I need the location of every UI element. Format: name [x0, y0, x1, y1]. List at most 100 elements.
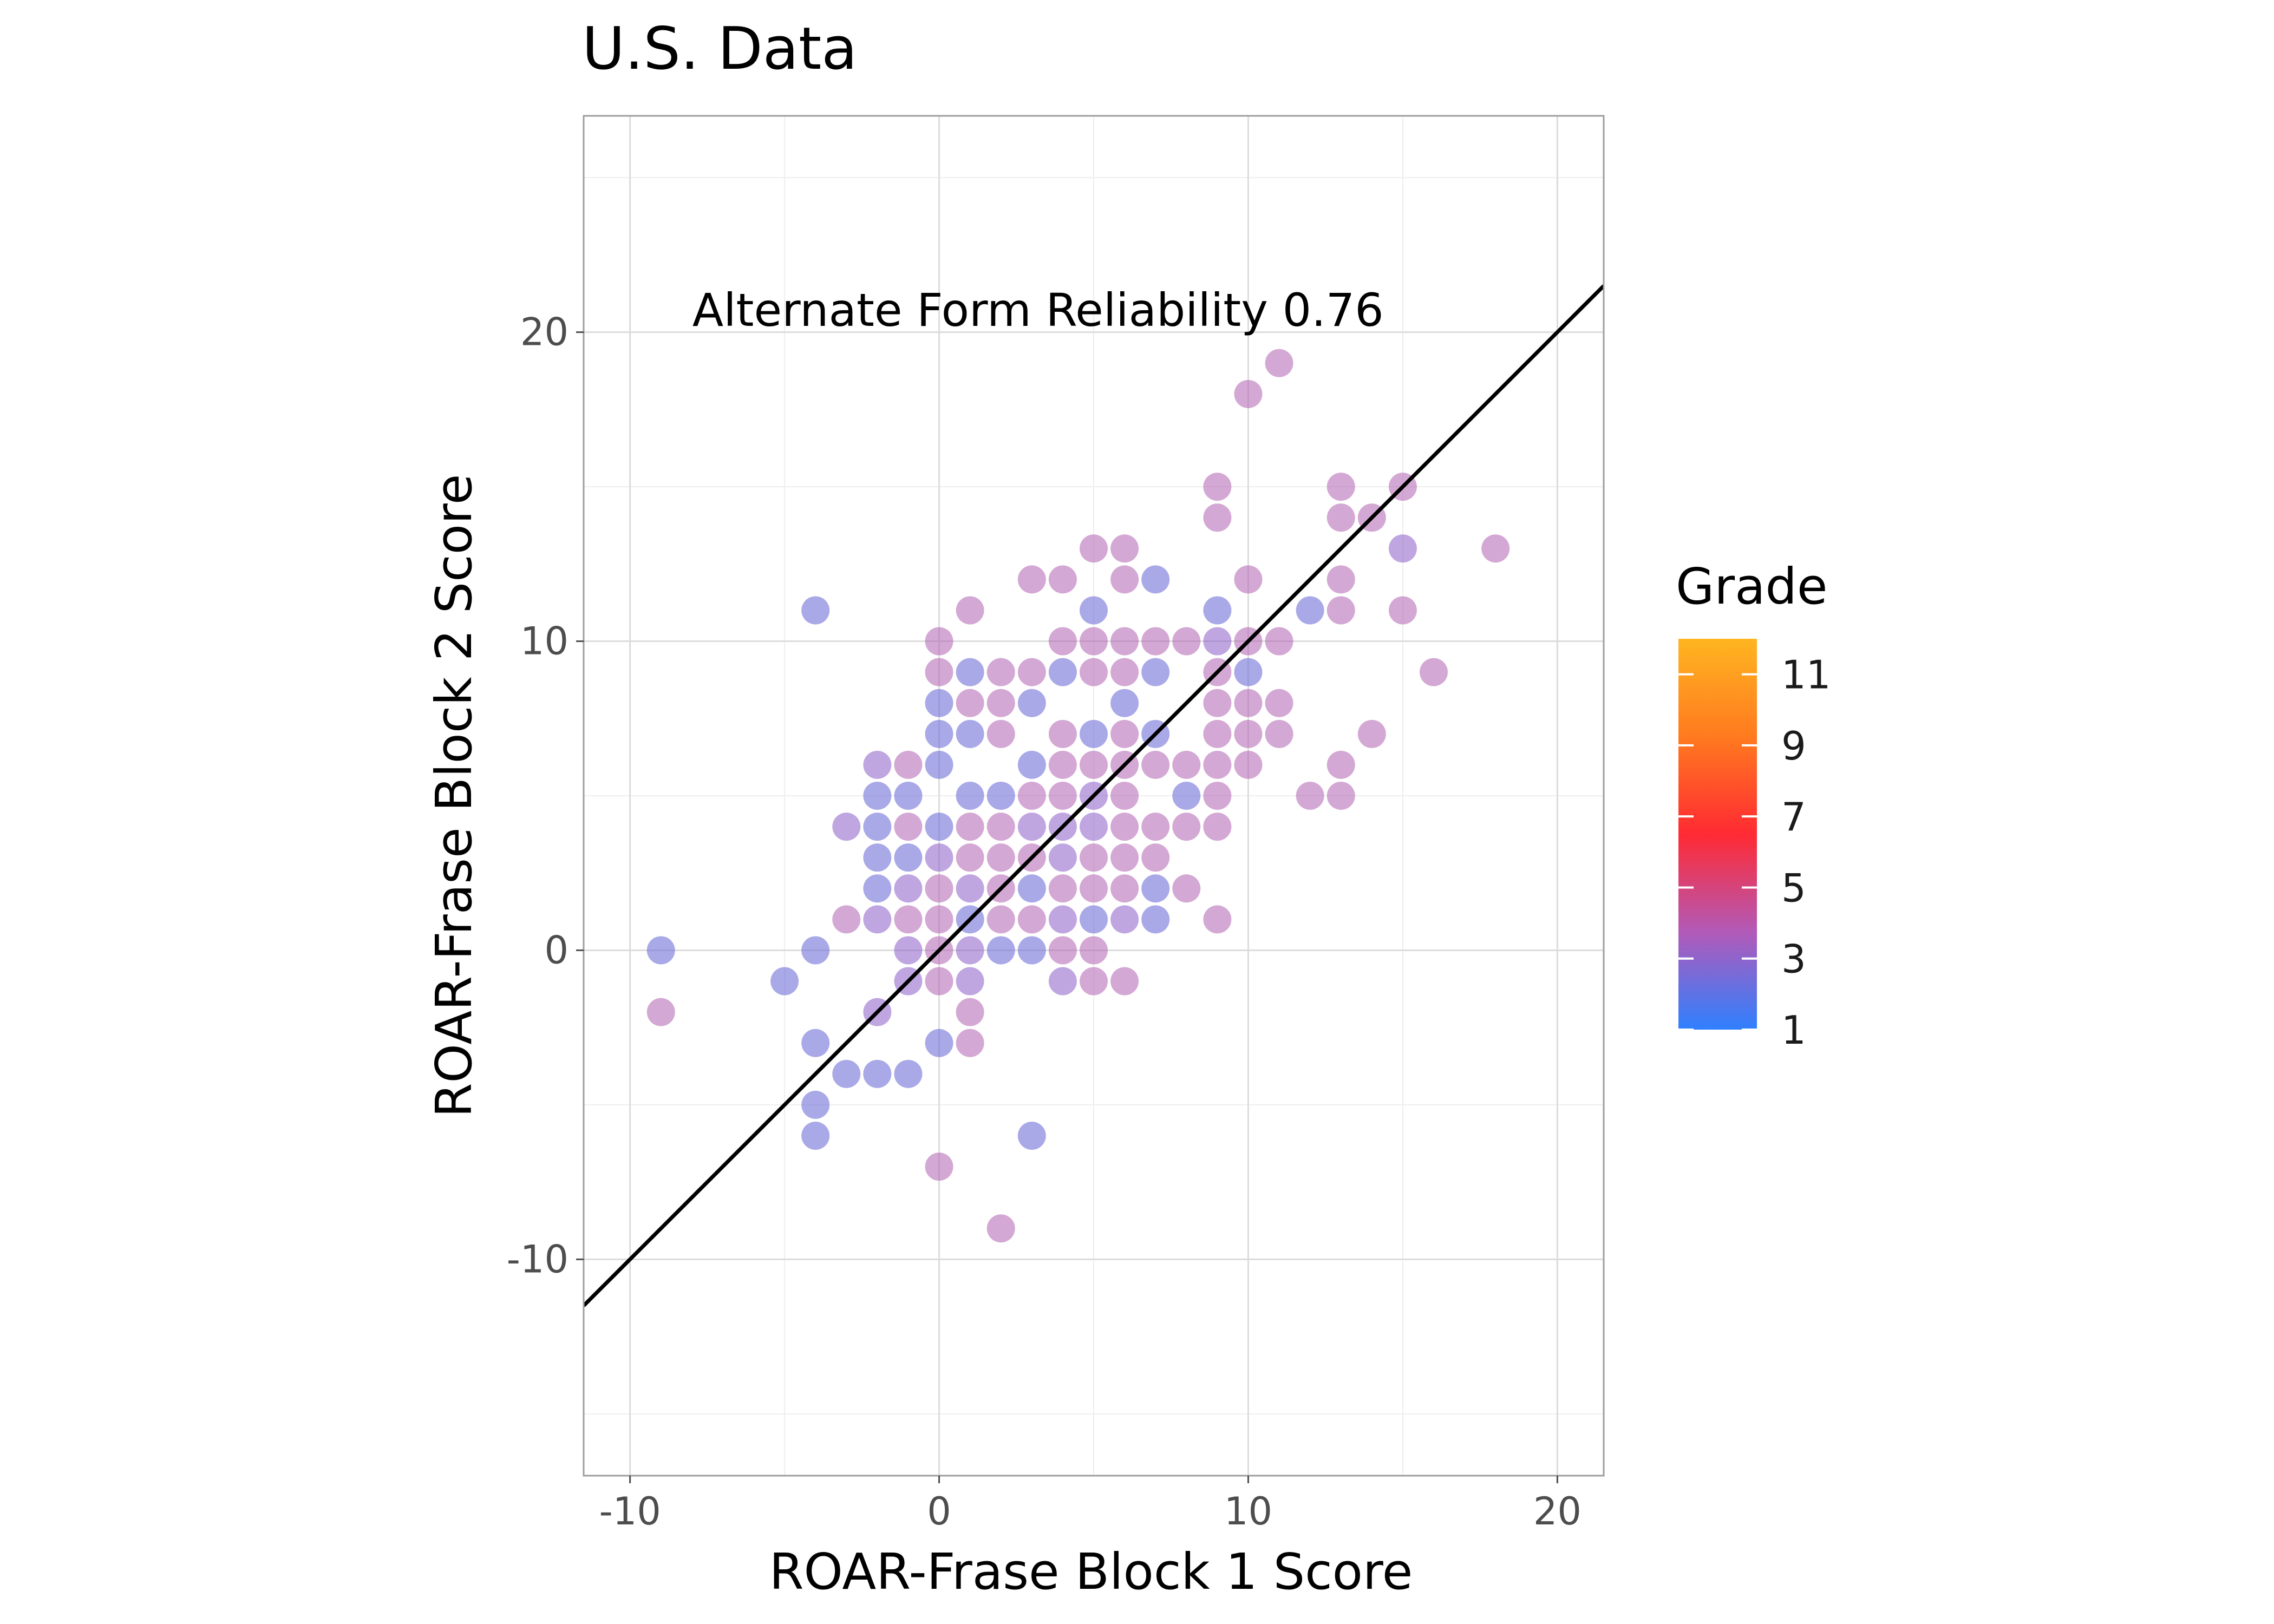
data-point	[1203, 596, 1232, 625]
data-point	[986, 782, 1015, 810]
data-point	[832, 1059, 861, 1088]
y-tick-label: -10	[507, 1237, 568, 1281]
data-point	[1296, 596, 1324, 625]
data-point	[894, 1059, 923, 1088]
data-point	[1080, 534, 1108, 563]
data-point	[863, 782, 892, 810]
data-point	[1203, 782, 1232, 810]
data-point	[1048, 719, 1077, 748]
data-point	[925, 813, 953, 841]
data-point	[1110, 689, 1139, 717]
legend-tick-label: 5	[1781, 865, 1806, 911]
data-point	[1357, 719, 1386, 748]
data-point	[1017, 689, 1046, 717]
plot-border	[583, 115, 1605, 1477]
data-point	[1048, 874, 1077, 903]
data-point	[1110, 782, 1139, 810]
chart-title: U.S. Data	[582, 15, 857, 83]
data-point	[1080, 905, 1108, 934]
legend-ticks: 1 3 5 7 9 11	[1678, 652, 1831, 1053]
data-point	[1048, 627, 1077, 656]
data-point	[956, 658, 984, 686]
data-point	[1048, 967, 1077, 996]
data-point	[1048, 936, 1077, 965]
data-point	[1265, 627, 1293, 656]
x-axis-ticks: -10 0 10 20	[599, 1476, 1582, 1534]
data-point	[1110, 565, 1139, 594]
data-point	[986, 1214, 1015, 1243]
data-point	[801, 1090, 830, 1119]
data-point	[1080, 936, 1108, 965]
reliability-annotation: Alternate Form Reliability 0.76	[692, 284, 1384, 337]
data-point	[646, 998, 675, 1026]
data-point	[770, 967, 799, 996]
data-point	[1388, 534, 1417, 563]
data-point	[1141, 874, 1170, 903]
data-point	[1327, 782, 1355, 810]
data-point	[1296, 782, 1324, 810]
data-point	[1327, 473, 1355, 501]
data-point	[1388, 596, 1417, 625]
data-point	[1172, 782, 1201, 810]
data-point	[646, 936, 675, 965]
data-point	[1110, 627, 1139, 656]
data-point	[1203, 719, 1232, 748]
legend-tick-label: 9	[1781, 723, 1806, 769]
data-point	[925, 967, 953, 996]
data-point	[986, 843, 1015, 872]
data-point	[1265, 689, 1293, 717]
x-tick-label: 20	[1533, 1489, 1582, 1534]
data-point	[925, 905, 953, 934]
data-point	[1141, 813, 1170, 841]
data-point	[1017, 813, 1046, 841]
data-point	[832, 813, 861, 841]
data-point	[956, 998, 984, 1026]
legend-tick-label: 7	[1781, 794, 1806, 840]
data-point	[956, 936, 984, 965]
data-point	[1110, 813, 1139, 841]
data-point	[1141, 627, 1170, 656]
data-point	[1265, 349, 1293, 377]
data-point	[801, 1029, 830, 1057]
data-point	[1481, 534, 1510, 563]
data-point	[925, 719, 953, 748]
legend-title: Grade	[1676, 558, 1828, 615]
data-point	[1141, 658, 1170, 686]
data-point	[1327, 503, 1355, 532]
data-point	[925, 750, 953, 779]
data-point	[956, 719, 984, 748]
data-point	[956, 874, 984, 903]
data-point	[925, 627, 953, 656]
data-point	[925, 843, 953, 872]
data-point	[894, 813, 923, 841]
data-point	[863, 813, 892, 841]
data-point	[1048, 565, 1077, 594]
data-point	[1234, 379, 1263, 408]
data-point	[986, 813, 1015, 841]
data-point	[1141, 565, 1170, 594]
data-point	[1172, 874, 1201, 903]
y-tick-label: 0	[544, 928, 568, 972]
data-point	[1080, 813, 1108, 841]
data-point	[1048, 658, 1077, 686]
data-point	[1203, 473, 1232, 501]
data-point	[863, 874, 892, 903]
data-point	[1080, 874, 1108, 903]
data-point	[863, 1059, 892, 1088]
data-point	[986, 936, 1015, 965]
data-point	[925, 689, 953, 717]
data-point	[1172, 627, 1201, 656]
data-point	[1080, 843, 1108, 872]
data-point	[1110, 843, 1139, 872]
data-point	[1234, 689, 1263, 717]
data-point	[1017, 1122, 1046, 1150]
data-point	[1327, 596, 1355, 625]
data-point	[1203, 689, 1232, 717]
data-point	[1080, 658, 1108, 686]
data-point	[986, 689, 1015, 717]
data-point	[956, 967, 984, 996]
data-point	[1017, 782, 1046, 810]
data-point	[1080, 627, 1108, 656]
data-point	[1110, 967, 1139, 996]
data-point	[1203, 750, 1232, 779]
